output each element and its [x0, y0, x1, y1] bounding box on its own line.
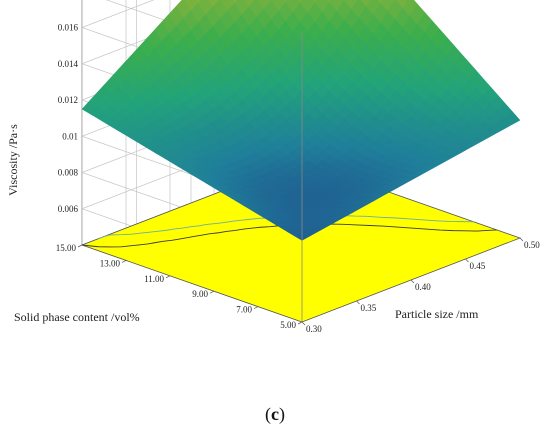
x-tick-label: 0.30	[306, 324, 322, 334]
panel-label-letter: c	[271, 404, 279, 424]
y-tick-mark	[209, 290, 215, 294]
floor-contour-line	[81, 223, 497, 248]
y-tick-label: 9.00	[192, 289, 208, 299]
z-tick-label: 0.012	[58, 95, 78, 105]
surface-patch	[395, 0, 408, 9]
x-tick-label: 0.50	[524, 240, 540, 250]
y-tick-mark	[121, 260, 127, 263]
panel-label: (c)	[265, 404, 285, 424]
x-tick-label: 0.45	[470, 261, 486, 271]
x-tick-label: 0.35	[361, 303, 377, 313]
surface-patch	[298, 0, 303, 4]
x-axis-title: Particle size /mm	[395, 307, 479, 321]
y-tick-mark	[165, 275, 171, 279]
surface-patch	[327, 0, 332, 3]
z-tick-label: 0.016	[58, 23, 79, 33]
surface-patch	[284, 0, 288, 3]
y-tick-label: 11.00	[144, 274, 164, 284]
y-axis-title: Solid phase content /vol%	[14, 310, 140, 324]
z-axis-title: Viscosity /Pa·s	[6, 124, 20, 196]
axis-ticks: 0.0060.0080.010.0120.0140.0160.0180.025.…	[56, 23, 541, 335]
x-tick-mark	[301, 321, 306, 326]
x-tick-mark	[465, 258, 469, 263]
surface-patch	[196, 0, 201, 3]
x-tick-mark	[519, 237, 524, 242]
surface-patch	[360, 0, 371, 7]
y-tick-label: 15.00	[56, 243, 77, 253]
z-tick-label: 0.01	[62, 131, 78, 141]
y-tick-mark	[297, 321, 303, 325]
surface-patch	[505, 111, 521, 125]
z-tick-label: 0.008	[58, 168, 79, 178]
y-tick-mark	[253, 306, 259, 309]
response-surface	[81, 0, 521, 241]
z-tick-label: 0.014	[58, 59, 79, 69]
x-tick-label: 0.40	[415, 282, 431, 292]
x-tick-mark	[410, 279, 415, 284]
y-tick-label: 7.00	[236, 305, 252, 315]
x-tick-mark	[356, 300, 360, 305]
y-tick-label: 13.00	[100, 258, 121, 268]
y-tick-label: 5.00	[280, 320, 296, 330]
floor-contour-line	[98, 214, 474, 240]
surface-patch	[312, 0, 318, 4]
surface-plot: 0.0060.0080.010.0120.0140.0160.0180.025.…	[6, 0, 541, 335]
surface-patch	[377, 0, 383, 4]
surface-patch	[232, 0, 238, 4]
z-tick-label: 0.006	[58, 204, 79, 214]
y-tick-mark	[77, 244, 83, 248]
